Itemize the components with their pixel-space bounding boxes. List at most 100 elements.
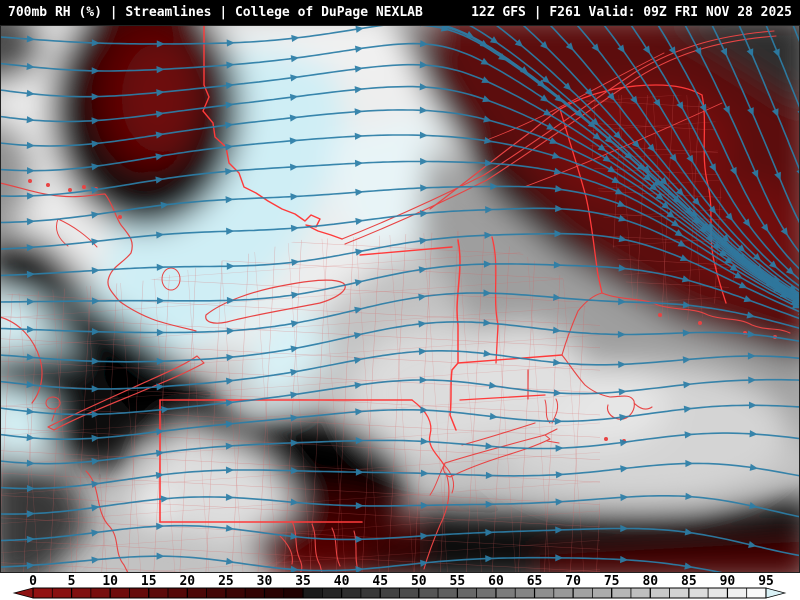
colorbar-tick-label: 35: [295, 574, 311, 589]
streamline-arrowhead: [669, 153, 677, 163]
streamline-arrowhead: [618, 388, 627, 396]
rh-colorbar: 0 5 10 15 20 25 30 35 40 45 50 55 60 65 70 75 80 85 90 95: [0, 573, 800, 600]
streamline-arrowhead: [514, 39, 524, 47]
northeast-us-counties: [0, 230, 600, 573]
colorbar-cell: [399, 587, 420, 599]
streamline-arrowhead: [91, 297, 100, 305]
streamline-arrowhead: [485, 555, 494, 563]
streamline-arrowhead: [747, 330, 756, 338]
streamline-arrowhead: [224, 143, 234, 151]
streamline-arrowhead: [91, 434, 100, 442]
streamline-arrowhead: [290, 565, 299, 573]
colorbar-tick-label: 15: [141, 574, 157, 589]
streamline-arrowhead: [355, 25, 364, 33]
colorbar-cell: [534, 587, 555, 599]
streamline-arrowhead: [91, 140, 100, 148]
streamline-arrowhead: [540, 94, 549, 102]
streamline-arrowhead: [26, 353, 35, 361]
streamline-arrowhead: [554, 94, 563, 103]
streamline-arrowhead: [91, 385, 100, 393]
streamline-arrowhead: [155, 110, 165, 118]
streamline-arrowhead: [485, 528, 494, 537]
streamline-arrowhead: [161, 406, 170, 414]
streamline-arrowhead: [709, 163, 717, 172]
streamline-arrowhead: [290, 55, 300, 63]
streamline-arrowhead: [483, 289, 492, 297]
streamline-arrowhead: [420, 406, 429, 414]
streamline-arrowhead: [290, 163, 299, 171]
colorbar-cell: [341, 587, 362, 599]
streamline-arrowhead: [747, 107, 754, 116]
streamline-arrowhead: [751, 169, 759, 179]
streamline: [0, 432, 800, 465]
streamline-arrowhead: [420, 184, 429, 192]
streamline-arrowhead: [620, 555, 629, 564]
colorbar-cell: [495, 587, 516, 599]
streamline-arrowhead: [225, 442, 234, 450]
streamline-arrowhead: [91, 163, 100, 171]
colorbar-tick-label: 80: [642, 574, 658, 589]
streamline-arrowhead: [642, 165, 651, 174]
streamline-arrowhead: [676, 101, 684, 111]
streamline-arrowhead: [225, 377, 235, 385]
streamline-arrowhead: [91, 238, 100, 246]
streamline-arrowhead: [418, 293, 427, 301]
weather-map: [0, 25, 800, 573]
streamline-arrowhead: [420, 437, 429, 445]
lake-ontario: [205, 279, 346, 324]
ct-coast: [461, 422, 536, 446]
streamline-arrowhead: [555, 526, 564, 534]
streamline-arrowhead: [489, 36, 499, 44]
streamline-arrowhead: [225, 101, 234, 109]
nj-coast: [423, 472, 450, 570]
streamline-arrowhead: [290, 74, 299, 82]
streamline: [468, 25, 800, 299]
streamline-arrowhead: [769, 260, 778, 269]
island-dot: [604, 437, 608, 441]
streamline-arrowhead: [419, 237, 428, 245]
streamline-arrowhead: [725, 212, 734, 222]
colorbar-cell: [129, 587, 150, 599]
streamline-arrowhead: [686, 154, 694, 164]
streamline-arrowhead: [771, 108, 779, 117]
streamline-arrowhead: [91, 457, 100, 466]
streamline-arrowhead: [226, 39, 235, 47]
streamline-arrowhead: [26, 116, 35, 124]
streamline-arrowhead: [749, 463, 759, 471]
streamline-arrowhead: [483, 260, 492, 268]
streamline-arrowhead: [749, 501, 758, 509]
streamline-arrowhead: [661, 201, 670, 210]
streamline-arrowhead: [26, 433, 35, 442]
streamline-arrowhead: [771, 275, 781, 283]
island-dot: [658, 313, 662, 317]
streamline-arrowhead: [226, 327, 235, 335]
lake-simcoe: [161, 267, 181, 291]
colorbar-cell: [302, 587, 323, 599]
streamline-arrowhead: [694, 47, 702, 56]
streamline-arrowhead: [565, 42, 574, 51]
streamline-arrowhead: [354, 306, 363, 314]
streamline-arrowhead: [489, 412, 498, 420]
streamline-arrowhead: [551, 151, 561, 159]
streamline-arrowhead: [683, 381, 692, 389]
streamline-arrowhead: [420, 532, 429, 540]
streamline-arrowhead: [289, 93, 299, 101]
streamline-arrowhead: [26, 62, 35, 70]
streamline-arrowhead: [482, 95, 491, 103]
colorbar-right-arrow: [765, 587, 787, 599]
streamline-arrowhead: [618, 298, 627, 306]
streamline-arrowhead: [355, 535, 364, 543]
streamline-arrowhead: [755, 265, 764, 273]
colorbar-cell: [148, 587, 169, 599]
streamline-arrowhead: [620, 465, 629, 473]
streamline-arrowhead: [290, 193, 299, 201]
streamline-arrowhead: [607, 165, 617, 173]
streamline-arrowhead: [774, 171, 781, 181]
streamline-arrowhead: [27, 167, 35, 175]
colorbar-ticks: 0 5 10 15 20 25 30 35 40 45 50 55 60 65 70 75 80 85 90 95: [29, 574, 774, 598]
colorbar-cell: [553, 587, 574, 599]
colorbar-tick-label: 25: [218, 574, 234, 589]
streamline-arrowhead: [290, 532, 299, 540]
streamline-arrowhead: [597, 143, 607, 152]
streamline-arrowhead: [618, 360, 627, 369]
